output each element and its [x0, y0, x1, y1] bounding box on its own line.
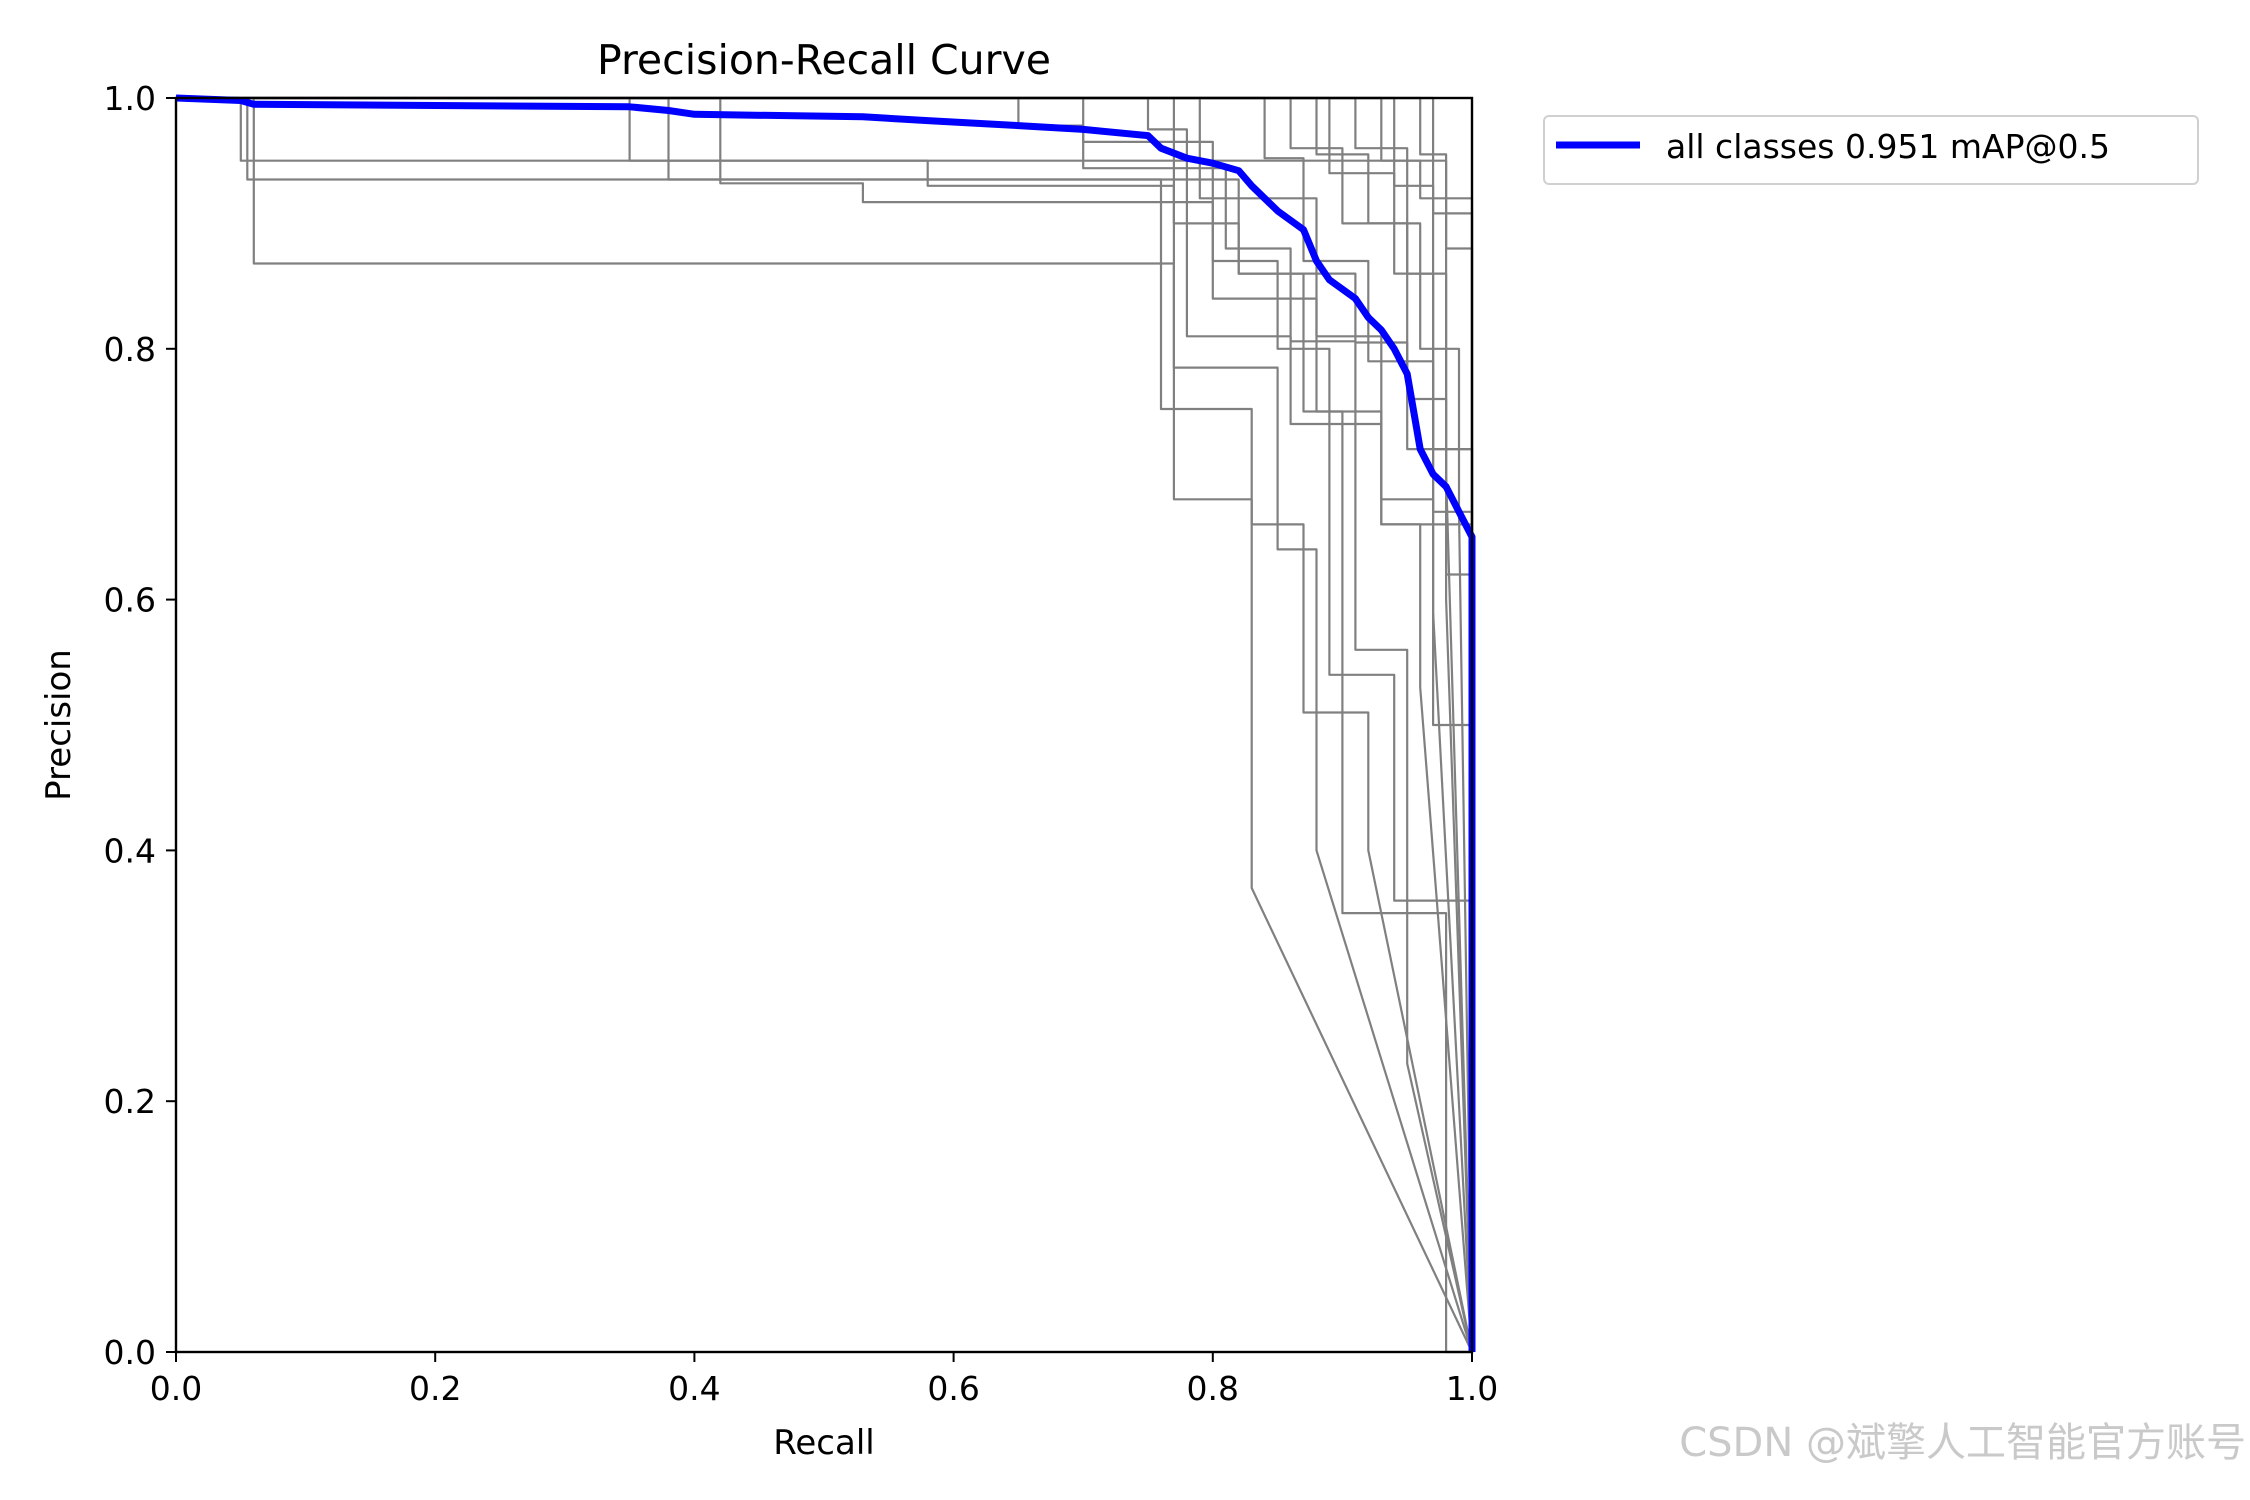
y-tick-label: 0.0 — [104, 1333, 156, 1372]
plot-lines — [175, 94, 1476, 1354]
class-curve-10 — [176, 96, 1474, 1352]
y-axis-ticks: 0.0 0.2 0.4 0.6 0.8 1.0 — [104, 79, 176, 1372]
class-curve-6 — [176, 96, 1472, 1354]
legend: all classes 0.951 mAP@0.5 — [1543, 115, 2199, 185]
y-tick-label: 0.4 — [104, 831, 156, 870]
y-tick-label: 1.0 — [104, 79, 156, 118]
x-tick-label: 0.4 — [668, 1369, 720, 1408]
x-tick-label: 0.0 — [150, 1369, 202, 1408]
legend-box — [1543, 115, 2199, 185]
x-axis-label: Recall — [773, 1423, 874, 1463]
x-tick-label: 0.2 — [409, 1369, 461, 1408]
y-tick-label: 0.8 — [104, 330, 156, 369]
plot-frame — [174, 96, 1474, 1354]
x-tick-label: 1.0 — [1446, 1369, 1498, 1408]
x-axis-ticks: 0.0 0.2 0.4 0.6 0.8 1.0 — [150, 1352, 1498, 1408]
class-curve-5 — [176, 96, 1474, 1353]
class-curve-15 — [176, 96, 1474, 1352]
series-all-classes-line — [175, 94, 1476, 1352]
class-curve-11 — [176, 96, 1474, 1353]
legend-label: all classes 0.951 mAP@0.5 — [1666, 127, 2110, 166]
y-tick-label: 0.2 — [104, 1082, 156, 1121]
class-curve-8 — [176, 96, 1474, 1352]
watermark-text: CSDN @斌擎人工智能官方账号 — [1679, 1420, 2246, 1466]
y-axis-label: Precision — [39, 649, 79, 801]
y-tick-label: 0.6 — [104, 581, 156, 620]
chart-title: Precision-Recall Curve — [597, 36, 1051, 84]
x-tick-label: 0.8 — [1187, 1369, 1239, 1408]
class-curve-4 — [176, 96, 1474, 1353]
x-tick-label: 0.6 — [927, 1369, 979, 1408]
class-curve-16 — [176, 96, 1474, 1353]
